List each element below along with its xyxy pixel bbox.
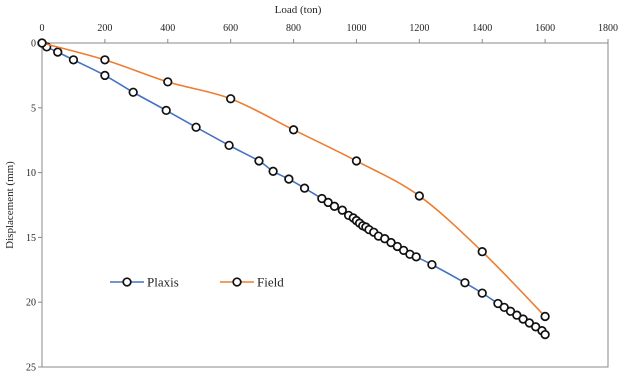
data-point-plaxis <box>427 259 437 270</box>
x-tick-label: 1800 <box>598 23 618 34</box>
data-point-plaxis <box>329 201 340 211</box>
x-tick-label: 1400 <box>472 23 492 34</box>
y-tick-label: 10 <box>26 168 36 179</box>
data-point-plaxis <box>411 252 421 262</box>
data-point-plaxis <box>224 140 234 151</box>
x-tick-label: 1200 <box>409 23 429 34</box>
data-point-plaxis <box>284 174 294 184</box>
legend-label-plaxis: Plaxis <box>147 275 179 290</box>
series-field <box>37 38 550 322</box>
legend-item-field: Field <box>220 275 284 290</box>
data-point-plaxis <box>254 156 264 166</box>
data-point-field <box>226 94 236 104</box>
series-plaxis <box>37 38 550 340</box>
data-point-plaxis <box>299 183 310 193</box>
data-point-field <box>477 247 487 257</box>
legend-marker-plaxis <box>122 277 132 287</box>
x-tick-label: 400 <box>160 23 175 34</box>
series-line-plaxis <box>41 42 546 336</box>
legend-marker-field <box>232 277 242 287</box>
data-point-field <box>288 125 299 135</box>
data-point-plaxis <box>53 47 63 57</box>
axes: 0 200 400 600 800 1000 1200 1400 1600 1800 0 5 10 15 2… <box>26 23 618 372</box>
data-point-plaxis <box>268 166 278 176</box>
data-point-plaxis <box>128 87 138 97</box>
y-tick-label: 15 <box>26 233 36 244</box>
x-tick-label: 0 <box>40 23 45 34</box>
y-tick-label: 0 <box>31 39 36 50</box>
x-tick-label: 200 <box>97 23 112 34</box>
data-point-field <box>100 55 110 65</box>
plot-area-frame <box>41 42 609 368</box>
data-point-field <box>163 77 173 87</box>
x-tick-label: 1000 <box>346 23 366 34</box>
data-point-field <box>414 191 424 201</box>
legend: Plaxis Field <box>110 275 284 290</box>
data-point-plaxis <box>477 288 487 298</box>
data-point-field <box>351 156 362 166</box>
data-point-field <box>540 311 550 322</box>
y-tick-label: 25 <box>26 363 36 372</box>
data-point-plaxis <box>100 70 110 81</box>
data-point-plaxis <box>68 55 79 65</box>
y-tick-label: 20 <box>26 298 36 309</box>
x-tick-label: 800 <box>286 23 301 34</box>
series-layer <box>37 38 550 340</box>
data-point-plaxis <box>191 122 201 132</box>
legend-label-field: Field <box>257 275 284 290</box>
x-tick-label: 1600 <box>535 23 555 34</box>
data-point-plaxis <box>540 329 550 340</box>
legend-item-plaxis: Plaxis <box>110 275 179 290</box>
data-point-field <box>37 38 47 48</box>
series-line-field <box>41 42 546 318</box>
data-point-plaxis <box>460 278 470 288</box>
data-point-plaxis <box>161 105 171 116</box>
x-tick-label: 600 <box>223 23 238 34</box>
y-axis-title: Displacement (mm) <box>4 161 16 249</box>
x-axis-title: Load (ton) <box>275 4 322 16</box>
y-tick-label: 5 <box>31 103 36 114</box>
data-point-plaxis <box>337 205 347 215</box>
